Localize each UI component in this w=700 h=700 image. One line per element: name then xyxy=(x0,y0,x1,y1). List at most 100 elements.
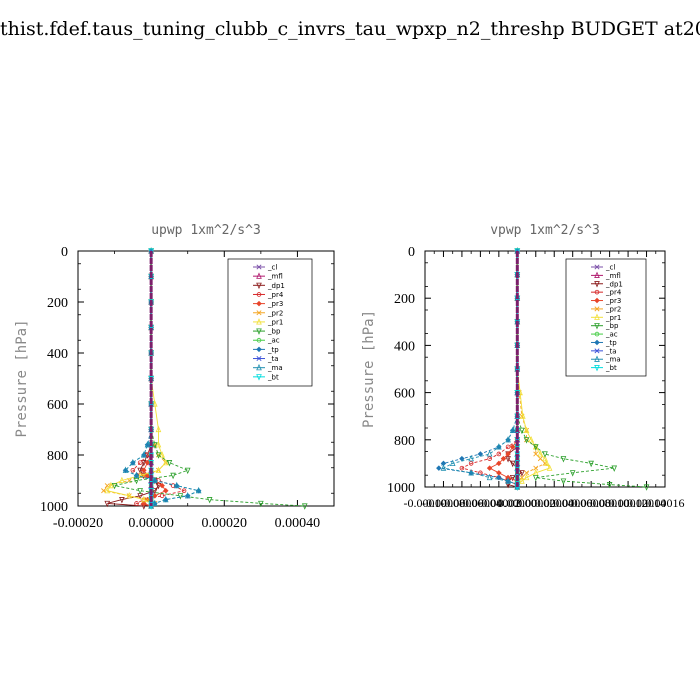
series-point-pr4 xyxy=(137,460,143,465)
series-point-tp xyxy=(436,465,442,471)
x-tick-label: 0.00014 xyxy=(627,496,666,510)
series-line-pr3 xyxy=(142,251,167,507)
y-tick-label: 1000 xyxy=(387,481,415,496)
series-point-bp xyxy=(111,483,118,490)
x-tick-label: -0.00008 xyxy=(422,496,465,510)
x-tick-label: 0.00020 xyxy=(202,516,248,531)
legend-marker xyxy=(256,310,262,316)
series-point-bp xyxy=(542,451,548,458)
legend-marker xyxy=(256,300,262,307)
series-point-bp xyxy=(206,497,213,504)
series-point-pr4 xyxy=(487,456,492,461)
series-point-pr1 xyxy=(155,441,162,448)
series-point-bp xyxy=(606,482,613,489)
series-point-tp xyxy=(477,451,484,457)
legend-marker xyxy=(594,313,600,320)
legend-entry: _mfl xyxy=(267,273,283,281)
series-point-bp xyxy=(258,500,264,508)
series-point-ma xyxy=(449,459,456,466)
series-point-ma xyxy=(486,473,493,481)
series-point-ma xyxy=(184,492,191,499)
legend-entry: _dp1 xyxy=(605,280,623,288)
series-point-ma xyxy=(130,458,136,466)
x-tick-label: -0.00006 xyxy=(440,496,483,510)
legend-entry: _ma xyxy=(267,364,283,372)
series-point-bp xyxy=(133,477,140,485)
series-point-bp xyxy=(519,427,525,435)
series-point-bp xyxy=(184,467,191,475)
series-point-bp xyxy=(166,460,173,467)
series-point-bp xyxy=(532,444,539,451)
series-point-pr1 xyxy=(159,451,165,458)
series-line-ma xyxy=(442,251,518,487)
x-tick-label: 0.00000 xyxy=(498,496,537,510)
series-point-pr2 xyxy=(533,451,539,457)
series-point-ma xyxy=(133,471,140,478)
series-point-ma xyxy=(496,443,502,450)
legend-marker xyxy=(594,331,600,337)
series-point-dp1 xyxy=(151,488,158,495)
series-point-bp xyxy=(560,456,567,463)
vpwp-panel: vpwp 1xm^2/s^3 Pressure [hPa] 0 200 400 600 80… xyxy=(361,223,685,510)
series-point-pr4 xyxy=(181,488,187,494)
legend-marker xyxy=(594,306,600,312)
series-point-pr1 xyxy=(542,454,548,462)
series-line-pr1 xyxy=(106,251,167,506)
legend-entry: _pr4 xyxy=(605,289,622,297)
series-point-bp xyxy=(151,442,158,449)
legend-marker xyxy=(594,365,600,372)
series-point-pr1 xyxy=(523,473,530,481)
legend-entry: _cl xyxy=(605,264,615,272)
legend-entry: _tp xyxy=(267,346,279,354)
series-point-pr4 xyxy=(496,451,502,457)
legend-marker xyxy=(256,282,262,290)
series-point-pr4 xyxy=(459,465,465,471)
y-tick-label: 200 xyxy=(47,296,68,311)
series-point-pr1 xyxy=(546,464,553,471)
series-point-pr3 xyxy=(505,451,511,457)
x-tick-label: 0.00016 xyxy=(646,496,685,510)
series-point-pr3 xyxy=(141,467,147,474)
series-point-pr1 xyxy=(104,486,111,494)
x-tick-label: 0.00004 xyxy=(535,496,574,510)
series-point-pr2 xyxy=(524,470,530,476)
series-point-ma xyxy=(509,426,516,433)
series-point-pr1 xyxy=(519,477,525,484)
legend-marker xyxy=(594,355,600,362)
series-line-pr3 xyxy=(488,251,518,487)
upwp-panel: upwp 1xm^2/s^3 Pressure [hPa] 0 200 400 600 80… xyxy=(14,223,335,531)
figure-title: thist.fdef.taus_tuning_clubb_c_invrs_tau… xyxy=(0,18,700,40)
legend-box xyxy=(227,258,313,387)
series-point-dp1 xyxy=(141,460,147,467)
series-point-pr4 xyxy=(468,461,474,466)
series-point-pr3 xyxy=(496,460,502,467)
x-tick-label: 0.00010 xyxy=(590,496,629,510)
series-point-ma xyxy=(122,466,129,473)
series-point-pr3 xyxy=(509,444,516,450)
plot-frame xyxy=(77,250,335,507)
series-point-bp xyxy=(137,488,143,495)
series-point-bp xyxy=(170,472,176,480)
series-point-ma xyxy=(141,451,147,458)
series-point-pr3 xyxy=(152,493,158,499)
series-point-dp1 xyxy=(137,467,143,475)
series-point-dp1 xyxy=(104,500,111,508)
series-point-ma xyxy=(505,477,511,484)
y-tick-label: 0 xyxy=(61,245,68,260)
legend-marker xyxy=(256,318,262,325)
legend-entry: _ta xyxy=(267,355,279,363)
x-tick-label: -0.00004 xyxy=(459,496,502,510)
y-tick-label: 600 xyxy=(47,398,68,413)
legend-entry: _bt xyxy=(267,373,279,381)
legend-entry: _bp xyxy=(605,322,619,330)
series-point-ma xyxy=(505,436,511,443)
series-point-ma xyxy=(151,476,158,484)
series-point-pr3 xyxy=(163,487,169,494)
legend-marker xyxy=(256,272,262,279)
series-point-pr3 xyxy=(144,472,151,479)
legend-entry: _pr3 xyxy=(267,300,283,308)
legend-marker xyxy=(594,264,600,270)
x-tick-label: 0.00000 xyxy=(128,516,174,531)
panel-title: upwp 1xm^2/s^3 xyxy=(151,223,261,238)
series-point-tp xyxy=(496,474,502,481)
